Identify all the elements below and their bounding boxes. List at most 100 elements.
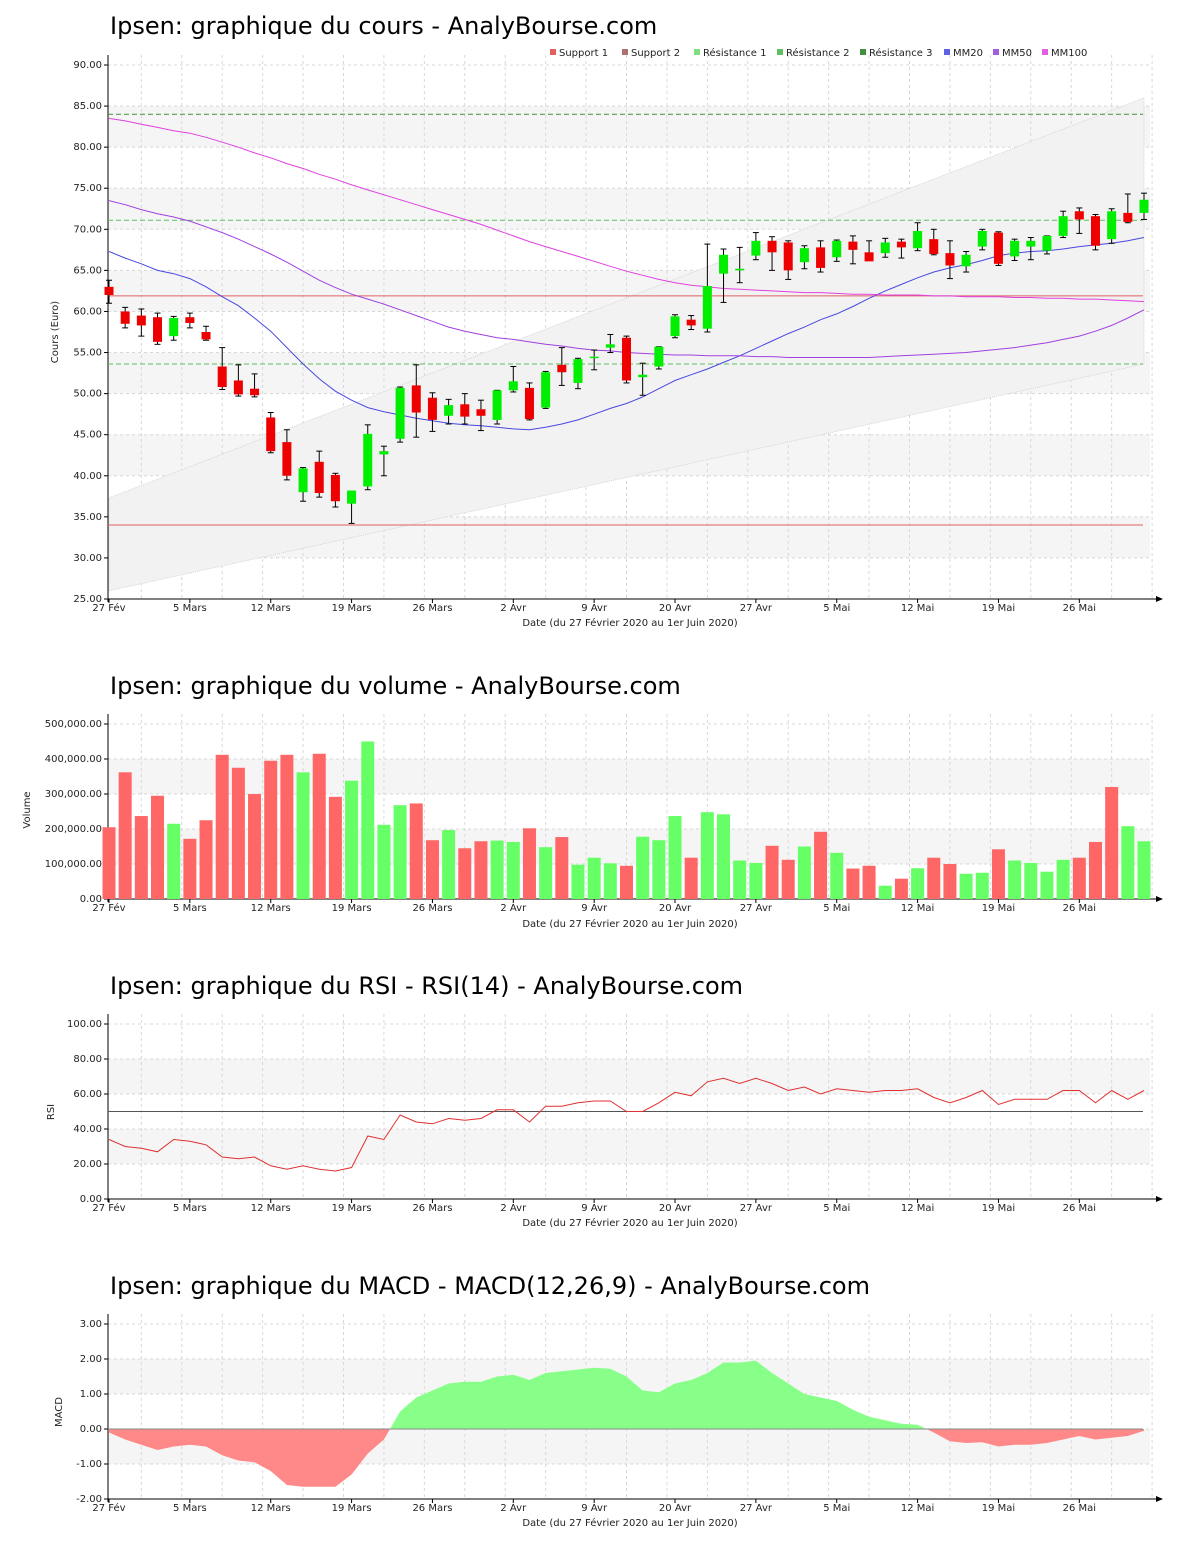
candle-body: [411, 385, 421, 413]
candle-body: [1058, 216, 1068, 236]
legend-swatch: [993, 49, 999, 55]
candle-body: [120, 311, 130, 324]
macd-x-tick-label: 12 Mai: [901, 1503, 934, 1514]
volume-bar: [458, 848, 472, 899]
legend-swatch: [622, 49, 628, 55]
macd-negative-area: [926, 1429, 1144, 1447]
volume-bar: [781, 859, 795, 899]
candle-body: [589, 356, 599, 359]
volume-bar: [975, 872, 989, 899]
legend-label: Support 2: [631, 48, 680, 59]
candle-body: [702, 285, 712, 329]
volume-bar: [199, 820, 213, 899]
volume-bar: [522, 828, 536, 899]
volume-y-tick-label: 100,000.00: [45, 859, 102, 870]
volume-bar: [571, 864, 585, 899]
price-y-tick-label: 45.00: [73, 430, 102, 441]
price-x-axis-arrow: [1156, 596, 1163, 602]
volume-bar: [911, 868, 925, 899]
candle-body: [848, 241, 858, 250]
macd-x-axis-label: Date (du 27 Février 2020 au 1er Juin 202…: [522, 1517, 737, 1529]
volume-bar: [652, 840, 666, 899]
price-y-tick-label: 90.00: [73, 60, 102, 71]
rsi-x-tick-label: 20 Avr: [659, 1203, 692, 1214]
volume-y-tick-label: 0.00: [80, 894, 102, 905]
volume-y-tick-label: 500,000.00: [45, 719, 102, 730]
candle-body: [945, 253, 955, 266]
volume-bar: [393, 805, 407, 899]
volume-x-tick-label: 12 Mai: [901, 903, 934, 914]
volume-bar: [490, 840, 504, 899]
volume-bar: [1088, 841, 1102, 899]
volume-bar: [506, 841, 520, 899]
volume-x-tick-label: 5 Mai: [823, 903, 850, 914]
volume-bar: [1040, 871, 1054, 899]
legend-label: Résistance 2: [786, 47, 849, 59]
candle-body: [508, 381, 518, 391]
legend-swatch: [1042, 49, 1048, 55]
volume-x-tick-label: 19 Mars: [332, 903, 372, 914]
candle-body: [686, 319, 696, 326]
volume-bar: [296, 772, 310, 899]
macd-y-axis-label: MACD: [54, 1397, 65, 1427]
candle-body: [1010, 240, 1020, 257]
price-x-tick-label: 19 Mai: [982, 603, 1015, 614]
candle-body: [541, 372, 551, 408]
candle-body: [524, 387, 534, 420]
ma-line-mm20: [108, 237, 1145, 431]
candle-body: [233, 380, 243, 395]
rsi-x-tick-label: 26 Mai: [1063, 1203, 1096, 1214]
volume-bar: [603, 863, 617, 899]
macd-x-tick-label: 26 Mars: [412, 1503, 452, 1514]
candle-body: [735, 268, 745, 271]
rsi-x-axis-arrow: [1156, 1196, 1163, 1202]
rsi-x-tick-label: 2 Avr: [500, 1203, 527, 1214]
legend-label: MM100: [1051, 48, 1087, 59]
legend-swatch: [550, 49, 556, 55]
candle-body: [330, 474, 340, 502]
candle-body: [460, 404, 470, 417]
candle-body: [476, 409, 486, 416]
volume-x-axis-label: Date (du 27 Février 2020 au 1er Juin 202…: [522, 918, 737, 930]
candle-body: [201, 332, 211, 340]
candle-body: [638, 374, 648, 378]
volume-bar: [717, 814, 731, 899]
macd-x-tick-label: 5 Mars: [173, 1503, 207, 1514]
volume-bar: [1024, 862, 1038, 899]
candle-body: [896, 241, 906, 248]
legend-label: MM20: [953, 48, 983, 59]
price-plot: 25.00 30.00 35.00 40.00 45.00 50.00 55.00 60.00…: [73, 47, 1163, 614]
macd-x-tick-label: 2 Avr: [500, 1503, 527, 1514]
macd-negative-area: [109, 1429, 390, 1487]
rsi-y-axis-label: RSI: [46, 1104, 57, 1120]
price-x-tick-label: 27 Avr: [740, 603, 773, 614]
volume-bar: [991, 849, 1005, 899]
candle-body: [379, 451, 389, 455]
price-x-tick-label: 20 Avr: [659, 603, 692, 614]
volume-bar: [102, 827, 116, 899]
volume-y-tick-label: 400,000.00: [45, 754, 102, 765]
candle-body: [719, 254, 729, 274]
candle-body: [1123, 212, 1133, 222]
price-x-tick-label: 5 Mars: [173, 603, 207, 614]
price-y-tick-label: 30.00: [73, 553, 102, 564]
volume-bar: [248, 794, 262, 899]
candle-body: [1107, 211, 1117, 240]
rsi-x-tick-label: 26 Mars: [412, 1203, 452, 1214]
rsi-x-tick-label: 27 Fév: [92, 1202, 125, 1214]
rsi-x-tick-label: 5 Mai: [823, 1203, 850, 1214]
price-x-tick-label: 2 Avr: [500, 603, 527, 614]
macd-x-tick-label: 27 Avr: [740, 1503, 773, 1514]
candle-body: [557, 364, 567, 373]
candle-body: [654, 346, 664, 367]
candle-body: [1026, 240, 1036, 247]
candle-body: [622, 337, 631, 381]
volume-bar: [425, 840, 439, 899]
candle-body: [573, 359, 583, 383]
volume-bar: [943, 864, 957, 899]
volume-x-tick-label: 27 Avr: [740, 903, 773, 914]
volume-bar: [474, 841, 488, 899]
volume-bar: [894, 878, 908, 899]
volume-bar: [231, 767, 245, 899]
candle-body: [395, 387, 405, 439]
